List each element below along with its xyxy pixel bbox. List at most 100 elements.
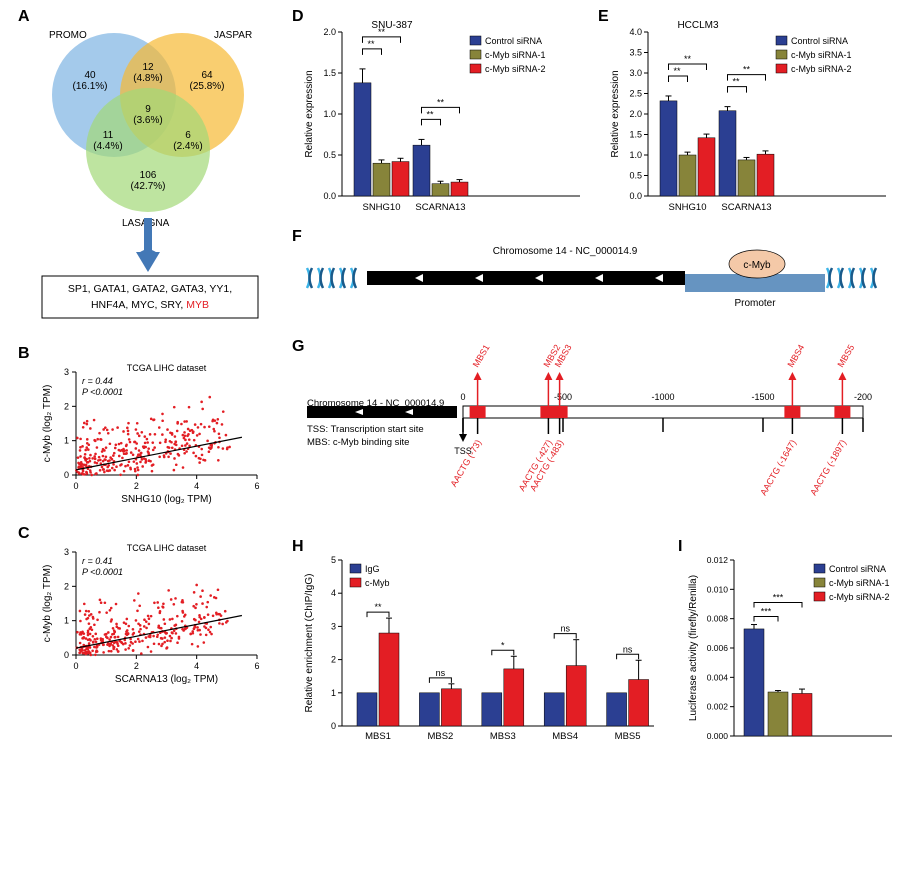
svg-text:1.5: 1.5 bbox=[629, 130, 642, 140]
label-G: G bbox=[292, 338, 304, 356]
svg-text:c-Myb: c-Myb bbox=[743, 260, 771, 271]
svg-text:***: *** bbox=[773, 593, 784, 603]
svg-text:**: ** bbox=[367, 39, 375, 49]
svg-text:IgG: IgG bbox=[365, 564, 380, 574]
svg-text:4: 4 bbox=[194, 481, 199, 491]
svg-text:P <0.0001: P <0.0001 bbox=[82, 567, 123, 577]
svg-text:0: 0 bbox=[64, 650, 69, 660]
svg-text:3: 3 bbox=[64, 547, 69, 557]
svg-text:2.0: 2.0 bbox=[629, 109, 642, 119]
svg-text:Relative expression: Relative expression bbox=[610, 70, 621, 157]
svg-text:2: 2 bbox=[134, 661, 139, 671]
svg-text:5: 5 bbox=[331, 555, 336, 565]
svg-text:0.0: 0.0 bbox=[629, 191, 642, 201]
svg-text:2.5: 2.5 bbox=[629, 89, 642, 99]
svg-text:Luciferase activity (firefly/R: Luciferase activity (firefly/Renilla) bbox=[688, 575, 699, 721]
svg-text:c-Myb siRNA-2: c-Myb siRNA-2 bbox=[829, 592, 890, 602]
bar-I: 0.0000.0020.0040.0060.0080.0100.012Lucif… bbox=[684, 548, 898, 748]
svg-text:**: ** bbox=[743, 65, 751, 75]
svg-text:4: 4 bbox=[194, 661, 199, 671]
svg-text:r = 0.44: r = 0.44 bbox=[82, 376, 113, 386]
svg-text:2: 2 bbox=[134, 481, 139, 491]
svg-text:-1500: -1500 bbox=[751, 392, 774, 402]
svg-text:0.5: 0.5 bbox=[323, 150, 336, 160]
svg-text:SCARNA13: SCARNA13 bbox=[415, 202, 465, 213]
svg-text:TCGA LIHC dataset: TCGA LIHC dataset bbox=[127, 363, 207, 373]
svg-text:SNHG10: SNHG10 bbox=[362, 202, 400, 213]
svg-text:c-Myb (log₂ TPM): c-Myb (log₂ TPM) bbox=[42, 565, 53, 643]
svg-text:***: *** bbox=[761, 607, 772, 617]
svg-text:TSS: Transcription start site: TSS: Transcription start site bbox=[307, 424, 424, 435]
bar-D: SNU-3870.00.51.01.52.0Relative expressio… bbox=[300, 18, 588, 218]
svg-text:1: 1 bbox=[64, 436, 69, 446]
svg-text:0: 0 bbox=[331, 721, 336, 731]
svg-text:2: 2 bbox=[64, 581, 69, 591]
svg-text:ns: ns bbox=[560, 624, 570, 634]
svg-text:MBS4: MBS4 bbox=[785, 343, 806, 369]
svg-text:4.0: 4.0 bbox=[629, 27, 642, 37]
svg-text:3.0: 3.0 bbox=[629, 68, 642, 78]
svg-text:1.0: 1.0 bbox=[323, 109, 336, 119]
label-F: F bbox=[292, 228, 302, 246]
svg-text:*: * bbox=[501, 640, 505, 650]
svg-text:3: 3 bbox=[331, 621, 336, 631]
chrom-G: Chromosome 14 - NC_000014.9TSS: Transcri… bbox=[305, 348, 891, 518]
svg-text:Control siRNA: Control siRNA bbox=[485, 36, 542, 46]
svg-text:0.006: 0.006 bbox=[707, 643, 729, 653]
venn-box-1: SP1, GATA1, GATA2, GATA3, YY1, bbox=[68, 283, 232, 295]
bar-H: 012345Relative enrichment (ChIP/IgG)MBS1… bbox=[300, 548, 660, 748]
svg-text:Control siRNA: Control siRNA bbox=[829, 564, 886, 574]
svg-text:1: 1 bbox=[64, 616, 69, 626]
svg-text:**: ** bbox=[673, 66, 681, 76]
venn-panel: PROMO JASPAR LASAGNA 40(16.1%) 64(25.8%)… bbox=[22, 20, 280, 330]
svg-text:MBS1: MBS1 bbox=[471, 343, 492, 369]
svg-text:c-Myb (log₂ TPM): c-Myb (log₂ TPM) bbox=[42, 385, 53, 463]
venn-jaspar-label: JASPAR bbox=[214, 30, 252, 41]
svg-text:Relative enrichment (ChIP/IgG): Relative enrichment (ChIP/IgG) bbox=[304, 574, 315, 713]
svg-text:AACTG (-1647): AACTG (-1647) bbox=[758, 438, 798, 497]
svg-text:0.5: 0.5 bbox=[629, 171, 642, 181]
svg-text:0.012: 0.012 bbox=[707, 555, 729, 565]
svg-text:1.5: 1.5 bbox=[323, 68, 336, 78]
svg-text:MBS1: MBS1 bbox=[365, 731, 391, 742]
svg-text:0.0: 0.0 bbox=[323, 191, 336, 201]
label-C: C bbox=[18, 525, 30, 543]
svg-text:c-Myb siRNA-1: c-Myb siRNA-1 bbox=[829, 578, 890, 588]
svg-text:2.0: 2.0 bbox=[323, 27, 336, 37]
svg-text:2: 2 bbox=[64, 401, 69, 411]
svg-text:MBS5: MBS5 bbox=[615, 731, 641, 742]
svg-text:MBS4: MBS4 bbox=[552, 731, 578, 742]
venn-box-2: HNF4A, MYC, SRY, MYB bbox=[91, 299, 209, 311]
svg-text:c-Myb siRNA-1: c-Myb siRNA-1 bbox=[485, 50, 546, 60]
svg-text:0: 0 bbox=[73, 481, 78, 491]
venn-promo-label: PROMO bbox=[49, 30, 87, 41]
svg-text:HCCLM3: HCCLM3 bbox=[677, 20, 719, 31]
svg-text:MBS5: MBS5 bbox=[835, 343, 856, 369]
svg-text:3: 3 bbox=[64, 367, 69, 377]
svg-text:-200: -200 bbox=[854, 392, 872, 402]
svg-text:0: 0 bbox=[73, 661, 78, 671]
svg-text:SCARNA13 (log₂ TPM): SCARNA13 (log₂ TPM) bbox=[115, 674, 218, 685]
svg-text:TCGA LIHC dataset: TCGA LIHC dataset bbox=[127, 543, 207, 553]
label-B: B bbox=[18, 345, 30, 363]
svg-text:Relative expression: Relative expression bbox=[304, 70, 315, 157]
svg-text:0.004: 0.004 bbox=[707, 672, 729, 682]
svg-text:P <0.0001: P <0.0001 bbox=[82, 387, 123, 397]
svg-text:**: ** bbox=[437, 97, 445, 107]
svg-text:2: 2 bbox=[331, 655, 336, 665]
svg-text:**: ** bbox=[426, 109, 434, 119]
svg-text:-500: -500 bbox=[554, 392, 572, 402]
svg-text:ns: ns bbox=[623, 644, 633, 654]
svg-text:0.002: 0.002 bbox=[707, 702, 729, 712]
svg-text:Promoter: Promoter bbox=[734, 298, 776, 309]
svg-text:0.010: 0.010 bbox=[707, 584, 729, 594]
svg-text:1.0: 1.0 bbox=[629, 150, 642, 160]
venn-svg: PROMO JASPAR LASAGNA 40(16.1%) 64(25.8%)… bbox=[22, 20, 280, 330]
svg-text:Control siRNA: Control siRNA bbox=[791, 36, 848, 46]
svg-text:ns: ns bbox=[436, 668, 446, 678]
svg-text:c-Myb: c-Myb bbox=[365, 578, 390, 588]
svg-text:**: ** bbox=[732, 77, 740, 87]
svg-text:0: 0 bbox=[64, 470, 69, 480]
svg-text:MBS: c-Myb binding site: MBS: c-Myb binding site bbox=[307, 437, 409, 448]
svg-text:6: 6 bbox=[254, 481, 259, 491]
